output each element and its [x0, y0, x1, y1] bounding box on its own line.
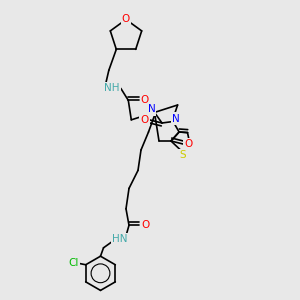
Text: S: S — [179, 150, 186, 160]
Text: O: O — [141, 95, 149, 105]
Text: O: O — [141, 220, 150, 230]
Text: O: O — [184, 139, 193, 149]
Text: N: N — [148, 104, 155, 115]
Text: O: O — [140, 115, 149, 125]
Text: NH: NH — [104, 83, 120, 93]
Text: Cl: Cl — [68, 258, 79, 268]
Text: N: N — [172, 113, 179, 124]
Text: O: O — [122, 14, 130, 25]
Text: HN: HN — [112, 234, 128, 244]
